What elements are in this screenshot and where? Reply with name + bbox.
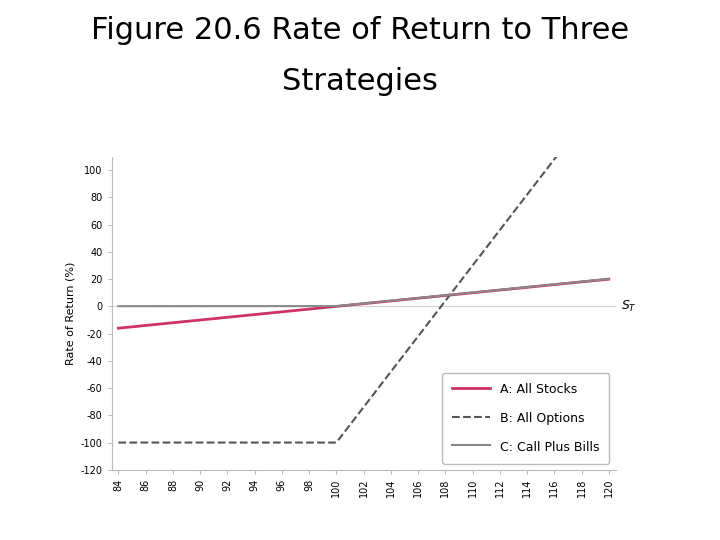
C: Call Plus Bills: (112, 12.5): Call Plus Bills: (112, 12.5): [500, 286, 509, 293]
A: All Stocks: (85.8, -14.2): All Stocks: (85.8, -14.2): [139, 322, 148, 329]
Line: B: All Options: B: All Options: [118, 89, 609, 443]
Line: A: All Stocks: A: All Stocks: [118, 279, 609, 328]
C: Call Plus Bills: (84, 0.156): Call Plus Bills: (84, 0.156): [114, 303, 122, 309]
B: All Options: (84, -100): All Options: (84, -100): [114, 440, 122, 446]
B: All Options: (101, -92.8): All Options: (101, -92.8): [340, 430, 348, 436]
Text: Strategies: Strategies: [282, 68, 438, 97]
B: All Options: (120, 160): All Options: (120, 160): [605, 85, 613, 92]
B: All Options: (112, 60.5): All Options: (112, 60.5): [500, 221, 509, 227]
Y-axis label: Rate of Return (%): Rate of Return (%): [65, 261, 75, 365]
C: Call Plus Bills: (120, 20.2): Call Plus Bills: (120, 20.2): [605, 276, 613, 282]
A: All Stocks: (120, 20): All Stocks: (120, 20): [605, 276, 613, 282]
C: Call Plus Bills: (85.8, 0.156): Call Plus Bills: (85.8, 0.156): [139, 303, 148, 309]
A: All Stocks: (112, 12.3): All Stocks: (112, 12.3): [500, 286, 509, 293]
A: All Stocks: (84, -16): All Stocks: (84, -16): [114, 325, 122, 332]
C: Call Plus Bills: (101, 0.707): Call Plus Bills: (101, 0.707): [340, 302, 348, 309]
Text: $S_T$: $S_T$: [621, 299, 636, 314]
B: All Options: (119, 146): All Options: (119, 146): [590, 104, 598, 111]
B: All Options: (85.8, -100): All Options: (85.8, -100): [139, 440, 148, 446]
Text: Figure 20.6 Rate of Return to Three: Figure 20.6 Rate of Return to Three: [91, 16, 629, 45]
C: Call Plus Bills: (119, 19.1): Call Plus Bills: (119, 19.1): [590, 277, 598, 284]
Legend: A: All Stocks, B: All Options, C: Call Plus Bills: A: All Stocks, B: All Options, C: Call P…: [442, 373, 609, 463]
C: Call Plus Bills: (119, 19.1): Call Plus Bills: (119, 19.1): [590, 277, 599, 284]
B: All Options: (119, 146): All Options: (119, 146): [590, 104, 599, 110]
A: All Stocks: (102, 1.5): All Stocks: (102, 1.5): [353, 301, 361, 308]
A: All Stocks: (119, 19): All Stocks: (119, 19): [590, 278, 599, 284]
B: All Options: (102, -80.4): All Options: (102, -80.4): [353, 413, 361, 419]
A: All Stocks: (101, 0.55): All Stocks: (101, 0.55): [340, 302, 348, 309]
A: All Stocks: (119, 18.9): All Stocks: (119, 18.9): [590, 278, 598, 284]
Line: C: Call Plus Bills: C: Call Plus Bills: [118, 279, 609, 306]
C: Call Plus Bills: (102, 1.66): Call Plus Bills: (102, 1.66): [353, 301, 361, 307]
